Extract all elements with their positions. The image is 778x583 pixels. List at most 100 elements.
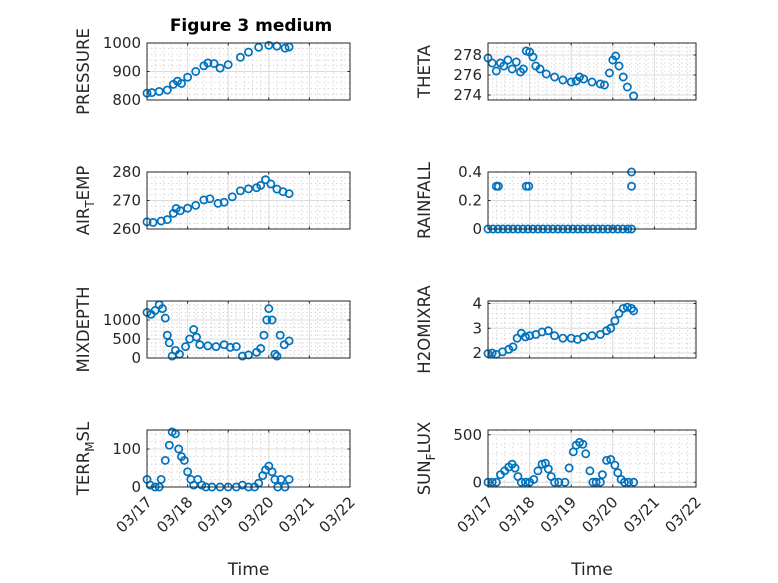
y-tick-label: 0 — [131, 478, 141, 496]
axes-frame — [487, 42, 697, 101]
y-axis-label: TERRMSL — [74, 421, 97, 496]
data-point — [264, 40, 274, 50]
data-point — [183, 72, 193, 82]
data-point — [606, 323, 616, 333]
data-point — [264, 304, 274, 314]
data-point — [618, 303, 628, 313]
data-point — [256, 344, 266, 353]
data-point — [610, 460, 620, 470]
data-point — [624, 477, 634, 487]
data-point — [209, 59, 219, 68]
data-point — [262, 315, 272, 325]
data-point — [511, 57, 521, 67]
data-point — [622, 302, 632, 312]
data-point — [622, 82, 632, 92]
data-point — [528, 52, 538, 62]
data-point — [491, 477, 501, 487]
data-point — [516, 477, 526, 487]
data-point — [558, 333, 568, 343]
data-point — [256, 180, 266, 190]
data-point — [605, 68, 614, 78]
axes-frame — [487, 429, 697, 488]
data-point — [581, 449, 591, 459]
data-point — [487, 58, 497, 68]
data-point — [225, 342, 235, 352]
data-point — [160, 313, 170, 323]
data-point — [602, 455, 612, 465]
subplot-h2omixra: 2 3 4 H2OMIXRA — [415, 285, 697, 374]
data-point — [578, 439, 588, 449]
data-point — [627, 181, 636, 191]
data-point — [524, 181, 534, 191]
y-tick-label: 1000 — [103, 34, 141, 52]
data-point — [211, 342, 221, 352]
y-tick-label: 4 — [472, 294, 482, 312]
data-point — [156, 216, 166, 226]
data-point — [156, 474, 166, 484]
data-point — [558, 75, 568, 85]
data-point — [157, 304, 167, 314]
data-point — [529, 474, 539, 484]
data-point — [499, 61, 509, 71]
data-point — [213, 198, 223, 208]
data-point — [597, 470, 607, 480]
x-tick-label: 03/21 — [620, 493, 663, 536]
y-tick-label: 0 — [472, 220, 482, 238]
data-point — [275, 330, 285, 340]
plot-area — [147, 301, 350, 358]
data-point — [280, 43, 290, 53]
data-point — [164, 338, 174, 348]
y-axis-label: THETA — [415, 44, 434, 99]
grid-lines — [146, 171, 351, 230]
data-point — [231, 342, 241, 352]
x-tick-label: 03/19 — [194, 493, 237, 536]
data-point — [162, 85, 172, 95]
y-axis-label: MIXDEPTH — [74, 287, 93, 373]
x-axis-label: Time — [570, 560, 613, 580]
y-tick-label: 3 — [472, 319, 482, 337]
data-point — [148, 217, 158, 227]
x-tick-label: 03/21 — [275, 493, 318, 536]
y-tick-label: 274 — [453, 86, 482, 104]
axes-frame — [146, 300, 351, 359]
y-tick-label: 260 — [112, 220, 141, 238]
y-axis-label: PRESSURE — [74, 28, 93, 115]
subplot-pressure: 800 900 1000 PRESSURE — [74, 28, 351, 115]
data-point — [219, 197, 229, 207]
data-point — [259, 330, 269, 340]
data-point — [614, 61, 624, 71]
y-tick-label: 0.2 — [458, 192, 482, 210]
x-tick-label: 03/17 — [454, 493, 497, 536]
data-point — [174, 444, 184, 454]
y-tick-label: 278 — [453, 46, 482, 64]
x-tick-label: 03/20 — [578, 493, 621, 536]
data-point — [493, 181, 503, 191]
y-tick-label: 2 — [472, 344, 482, 362]
data-series-air_temp — [142, 175, 294, 227]
data-point — [154, 86, 164, 96]
data-point — [189, 325, 199, 334]
data-point — [205, 194, 215, 204]
data-point — [272, 351, 282, 361]
axes-frame — [146, 429, 351, 488]
x-axis-label: Time — [227, 560, 270, 580]
data-point — [566, 77, 576, 87]
data-point — [554, 477, 564, 487]
data-point — [199, 195, 209, 205]
y-axis-label: RAINFALL — [415, 161, 434, 239]
data-point — [543, 326, 553, 336]
data-point — [203, 58, 213, 68]
y-tick-label: 276 — [453, 66, 482, 84]
y-axis-label: AIRTEMP — [74, 166, 97, 236]
data-point — [610, 316, 620, 326]
data-point — [189, 480, 199, 490]
data-point — [162, 330, 172, 340]
data-point — [611, 51, 621, 61]
data-point — [162, 215, 172, 225]
y-tick-label: 0 — [131, 349, 141, 367]
data-point — [276, 474, 286, 484]
y-tick-label: 0 — [472, 473, 482, 491]
data-point — [508, 342, 518, 352]
